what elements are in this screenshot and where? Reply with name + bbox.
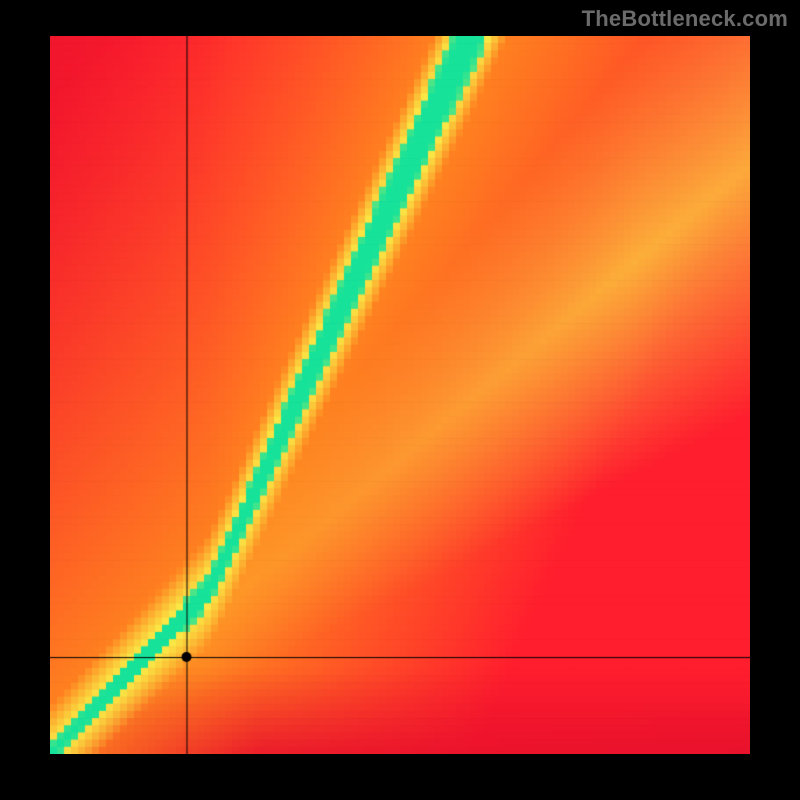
root: TheBottleneck.com [0, 0, 800, 800]
heatmap-canvas [50, 36, 750, 754]
bottleneck-heatmap [50, 36, 750, 754]
watermark-text: TheBottleneck.com [582, 6, 788, 32]
